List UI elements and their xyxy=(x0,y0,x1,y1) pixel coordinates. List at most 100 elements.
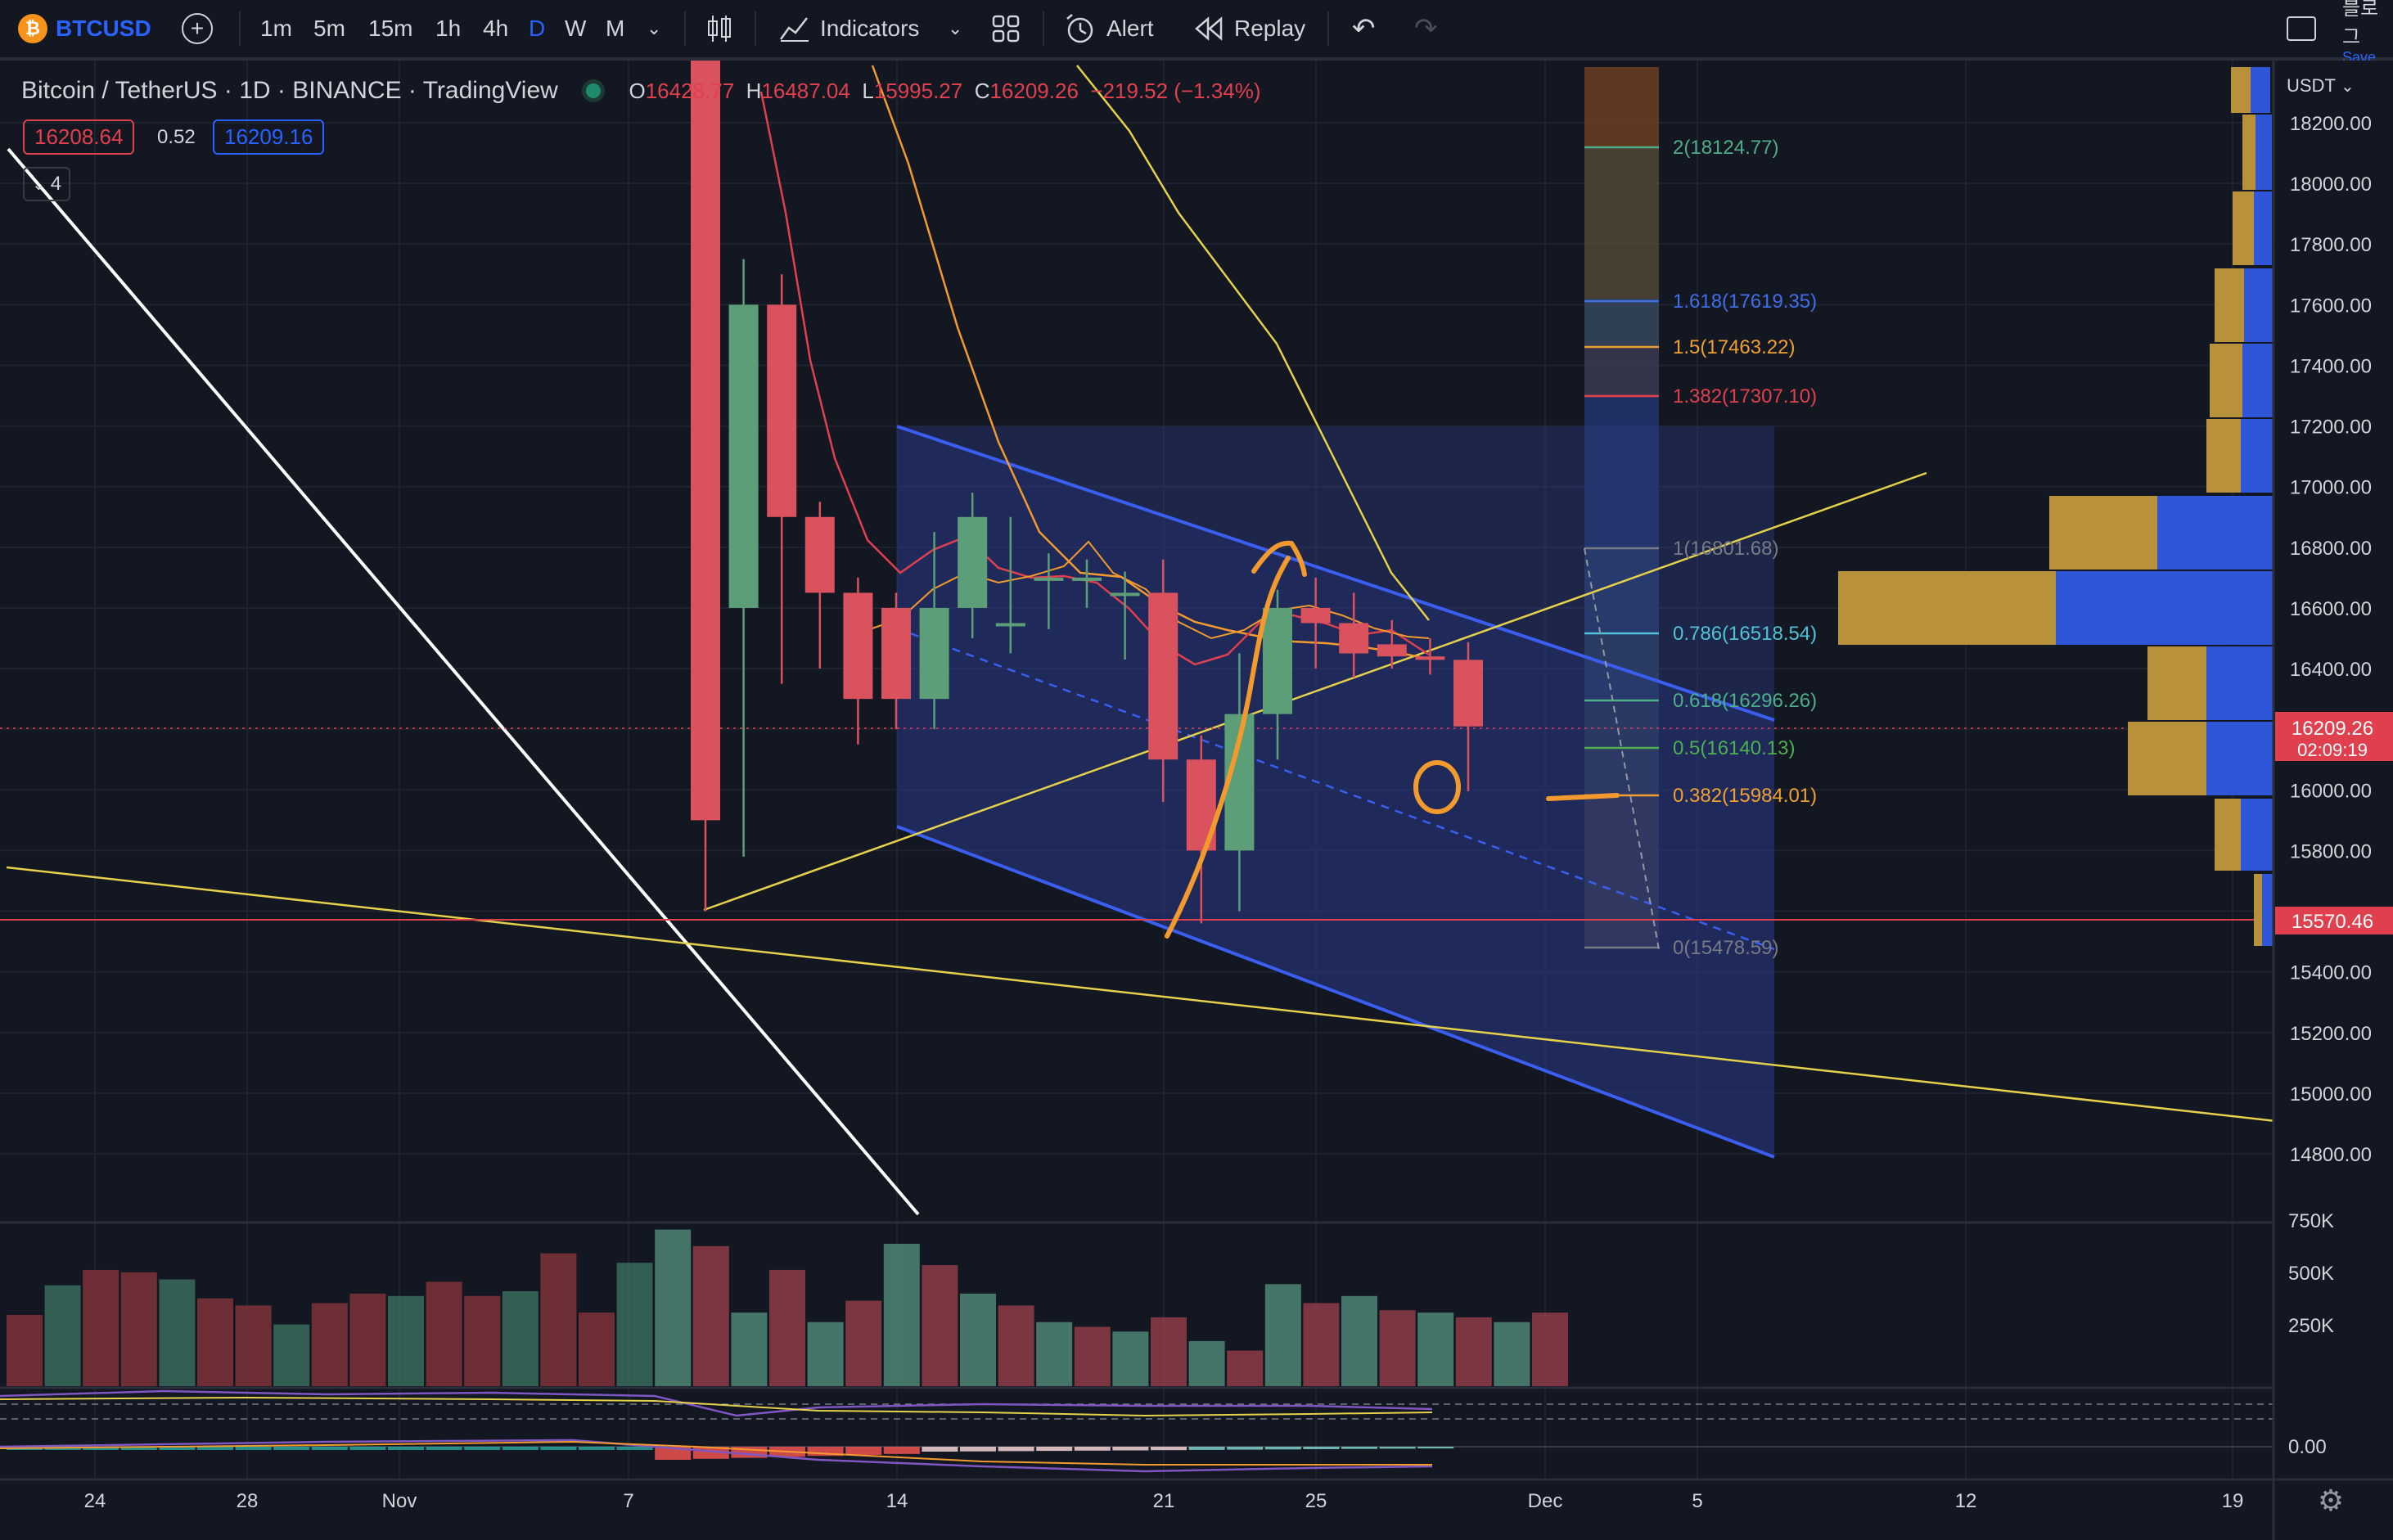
volume-bar xyxy=(922,1265,958,1386)
chevron-down-icon: ⌄ xyxy=(2341,78,2355,96)
replay-button[interactable]: Replay xyxy=(1193,0,1305,57)
interval-label: 1m xyxy=(260,16,292,41)
compare-add-button[interactable]: + xyxy=(182,0,213,57)
symbol-label: BTCUSD xyxy=(56,16,151,41)
macd-histogram-bar xyxy=(83,1447,119,1450)
volume-bar xyxy=(1227,1350,1264,1386)
volume-bar xyxy=(1074,1326,1111,1386)
volume-bar xyxy=(426,1281,462,1386)
time-tick: 21 xyxy=(1153,1490,1175,1512)
open-value: 16428.77 xyxy=(645,79,735,103)
price-tick: 17800.00 xyxy=(2290,234,2372,256)
macd-histogram-bar xyxy=(197,1447,233,1450)
toolbar-divider xyxy=(755,11,756,46)
hand-drawn-arrowhead xyxy=(1251,540,1307,577)
interval-label: 4h xyxy=(483,16,509,41)
alarm-clock-icon xyxy=(1066,14,1093,43)
volume-bar xyxy=(1188,1340,1225,1386)
macd-histogram-bar xyxy=(1417,1447,1454,1449)
macd-histogram-bar xyxy=(273,1447,310,1450)
symbol-search[interactable]: ₿ BTCUSD xyxy=(18,0,151,57)
volume-bar xyxy=(1112,1331,1149,1386)
macd-histogram-bar xyxy=(922,1447,958,1452)
publish-button[interactable]: 블로그 Save xyxy=(2342,0,2393,65)
candle-body xyxy=(1453,660,1483,727)
macd-histogram-bar xyxy=(540,1447,577,1450)
volume-bar xyxy=(616,1263,653,1386)
price-tick: 15000.00 xyxy=(2290,1083,2372,1105)
interval-d-active[interactable]: D xyxy=(529,0,545,57)
volume-bar xyxy=(273,1324,310,1386)
chevron-down-icon: ⌄ xyxy=(31,175,46,194)
volume-bar xyxy=(1532,1313,1568,1386)
indicators-button[interactable]: Indicators xyxy=(779,0,919,57)
interval-1h[interactable]: 1h xyxy=(435,0,461,57)
oscillator-pane xyxy=(0,1387,2274,1473)
price-tick: 15800.00 xyxy=(2290,840,2372,862)
macd-histogram-bar xyxy=(960,1447,996,1452)
candle-body xyxy=(958,516,988,608)
sell-price-button[interactable]: 16208.64 xyxy=(23,119,135,155)
candle-body xyxy=(1300,607,1331,624)
interval-1m[interactable]: 1m xyxy=(260,0,292,57)
macd-histogram-bar xyxy=(1379,1447,1416,1449)
time-tick: 28 xyxy=(237,1490,259,1512)
currency-selector[interactable]: USDT xyxy=(2287,75,2336,96)
interval-m[interactable]: M xyxy=(606,0,624,57)
interval-label: 15m xyxy=(368,16,413,41)
market-status-dot xyxy=(586,83,602,99)
fib-level-label: 1.618(17619.35) xyxy=(1673,290,1817,313)
time-axis-labels[interactable]: 24 28 Nov 7 14 21 25 Dec 5 12 19 xyxy=(84,1490,2244,1512)
time-tick: 19 xyxy=(2222,1490,2244,1512)
interval-dropdown[interactable]: ⌄ xyxy=(647,0,661,57)
volume-bar xyxy=(655,1229,692,1386)
price-tick: 17000.00 xyxy=(2290,477,2372,499)
volume-bar xyxy=(1417,1313,1454,1386)
volume-bar xyxy=(998,1305,1034,1386)
volume-bar xyxy=(1303,1303,1340,1386)
redo-button[interactable]: ↷ xyxy=(1414,0,1438,57)
undo-button[interactable]: ↶ xyxy=(1352,0,1376,57)
macd-histogram-bar xyxy=(1227,1447,1264,1450)
macd-histogram-bar xyxy=(1151,1447,1187,1451)
interval-w[interactable]: W xyxy=(565,0,586,57)
volume-bar xyxy=(1036,1322,1073,1386)
time-tick: 24 xyxy=(84,1490,106,1512)
interval-4h[interactable]: 4h xyxy=(483,0,508,57)
macd-histogram-bar xyxy=(1341,1447,1377,1449)
interval-5m[interactable]: 5m xyxy=(313,0,345,57)
macd-histogram-bar xyxy=(349,1447,386,1450)
price-tick: 16800.00 xyxy=(2290,538,2372,560)
price-line-tag xyxy=(2275,907,2393,934)
chart-type-button[interactable] xyxy=(705,0,733,57)
volume-bar xyxy=(960,1293,996,1386)
fullscreen-button[interactable] xyxy=(2287,0,2316,57)
chart-area[interactable]: 2(18124.77) 1.618(17619.35) 1.5(17463.22) 1… xyxy=(0,61,2393,1540)
volume-bar xyxy=(1379,1310,1416,1386)
candle-body xyxy=(1415,656,1445,660)
volume-bar xyxy=(579,1313,615,1386)
gear-icon[interactable]: ⚙ xyxy=(2318,1484,2344,1517)
price-axis-labels: 18200.00 18000.00 17800.00 17600.00 17400.00… xyxy=(2288,113,2372,1458)
layout-button[interactable] xyxy=(992,0,1020,57)
chart-title[interactable]: Bitcoin / TetherUS · 1D · BINANCE · Trad… xyxy=(21,77,558,104)
interval-15m[interactable]: 15m xyxy=(368,0,412,57)
macd-histogram-bar xyxy=(311,1447,348,1450)
indicators-dropdown[interactable]: ⌄ xyxy=(948,0,962,57)
fib-labels: 2(18124.77) 1.618(17619.35) 1.5(17463.22) 1… xyxy=(1673,137,1817,959)
countdown-text: 02:09:19 xyxy=(2297,740,2368,760)
rewind-icon xyxy=(1195,16,1223,41)
price-axis[interactable] xyxy=(2274,61,2393,1484)
current-price-tag xyxy=(2275,712,2393,761)
buy-price-button[interactable]: 16209.16 xyxy=(213,119,325,155)
low-label: L xyxy=(862,79,874,103)
toolbar-divider xyxy=(1327,11,1329,46)
candle-body xyxy=(1034,577,1064,581)
indicators-collapse-button[interactable]: ⌄ 4 xyxy=(23,167,70,201)
volume-bar xyxy=(769,1269,805,1386)
interval-label: 1h xyxy=(435,16,462,41)
alert-button[interactable]: Alert xyxy=(1064,0,1154,57)
fib-level-label: 0.618(16296.26) xyxy=(1673,690,1817,712)
candle-body xyxy=(804,516,835,593)
price-tick: 17600.00 xyxy=(2290,295,2372,317)
